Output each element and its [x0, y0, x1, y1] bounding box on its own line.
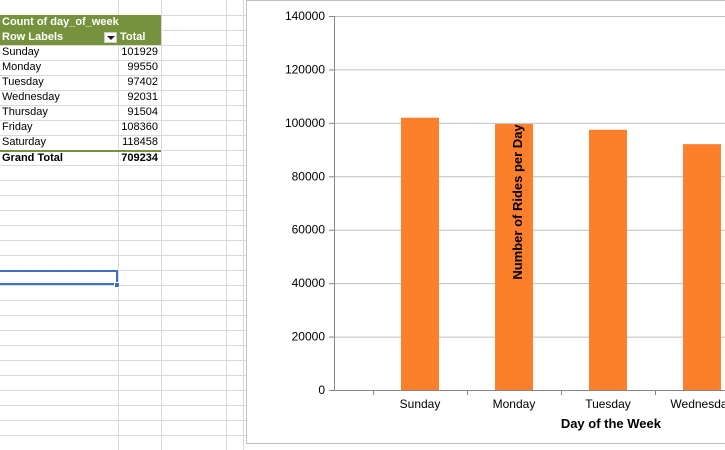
y-tick-label: 60000: [292, 223, 326, 237]
grand-total-label: Grand Total: [2, 152, 63, 164]
pivot-row-label: Thursday: [2, 106, 48, 118]
x-tick-label: Tuesday: [585, 397, 631, 411]
selected-cell[interactable]: [0, 270, 118, 285]
x-tick-label: Sunday: [400, 397, 441, 411]
bar-tuesday[interactable]: [589, 129, 627, 390]
y-tick-label: 100000: [285, 116, 325, 130]
chart-area[interactable]: [246, 0, 725, 444]
pivot-row-value: 92031: [127, 91, 158, 103]
pivot-row-label: Wednesday: [2, 91, 60, 103]
total-header: Total: [120, 31, 146, 43]
bar-sunday[interactable]: [401, 117, 439, 391]
pivot-row-label: Friday: [2, 121, 33, 133]
bar-monday[interactable]: [495, 124, 533, 390]
filter-dropdown-icon[interactable]: [104, 32, 117, 43]
y-tick-label: 140000: [285, 9, 325, 23]
pivot-row[interactable]: Friday 108360: [0, 120, 161, 135]
pivot-row[interactable]: Saturday 118458: [0, 135, 161, 150]
pivot-header-row[interactable]: Row Labels Total: [0, 30, 161, 45]
x-tick-label: Wednesday: [670, 397, 725, 411]
pivot-row-label: Sunday: [2, 46, 40, 58]
pivot-row-value: 118458: [122, 136, 158, 148]
y-tick-label: 40000: [292, 276, 326, 290]
pivot-row-value: 108360: [121, 121, 158, 133]
pivot-row[interactable]: Tuesday 97402: [0, 75, 161, 90]
pivot-row-value: 91504: [127, 106, 158, 118]
pivot-row-label: Saturday: [2, 136, 47, 148]
x-tick-label: Monday: [493, 397, 536, 411]
row-labels-header: Row Labels: [2, 31, 64, 43]
pivot-title: Count of day_of_week: [2, 16, 119, 28]
pivot-title-row[interactable]: Count of day_of_week: [0, 15, 161, 30]
fill-handle[interactable]: [114, 282, 120, 288]
grand-total-value: 709234: [121, 152, 158, 164]
pivot-row-value: 99550: [127, 61, 158, 73]
y-tick-label: 80000: [292, 169, 326, 183]
pivot-row[interactable]: Sunday 101929: [0, 45, 161, 60]
y-tick-label: 20000: [292, 330, 326, 344]
pivot-row-label: Tuesday: [2, 76, 44, 88]
y-tick-label: 120000: [285, 62, 325, 76]
pivot-row[interactable]: Monday 99550: [0, 60, 161, 75]
y-axis-title: Number of Rides per Day: [510, 124, 525, 280]
bar-wednesday[interactable]: [683, 144, 721, 390]
y-tick-label: 0: [318, 383, 325, 397]
pivot-row-value: 101929: [121, 46, 158, 58]
pivot-row-value: 97402: [127, 76, 158, 88]
pivot-row[interactable]: Thursday 91504: [0, 105, 161, 120]
grand-total-row[interactable]: Grand Total 709234: [0, 150, 161, 165]
bar-chart[interactable]: 020000400006000080000100000120000140000 …: [246, 0, 725, 450]
pivot-row[interactable]: Wednesday 92031: [0, 90, 161, 105]
pivot-row-label: Monday: [2, 61, 42, 73]
x-axis-title: Day of the Week: [561, 416, 662, 431]
